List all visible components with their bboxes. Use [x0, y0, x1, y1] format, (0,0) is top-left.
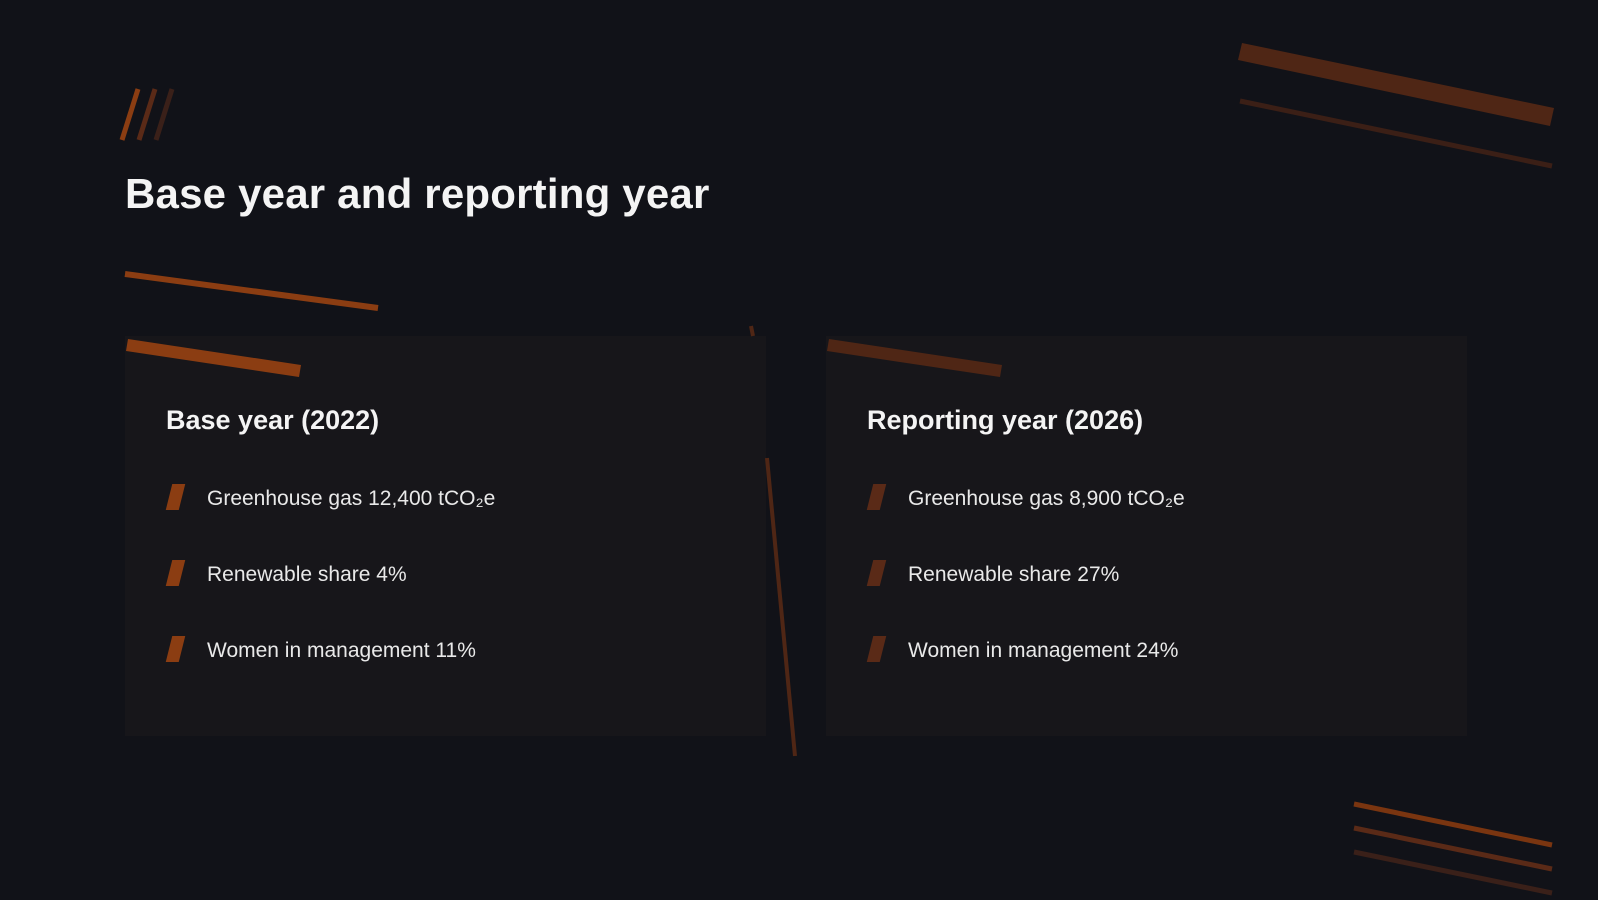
metric-label: Greenhouse gas 8,900 tCO₂e	[908, 487, 1185, 510]
reporting-year-panel: Reporting year (2026) Greenhouse gas 8,9…	[826, 336, 1467, 736]
base-year-panel: Base year (2022) Greenhouse gas 12,400 t…	[125, 336, 766, 736]
list-item: Renewable share 4%	[165, 560, 495, 640]
metric-label: Renewable share 27%	[908, 563, 1120, 586]
list-item: Renewable share 27%	[866, 560, 1185, 640]
list-item: Women in management 24%	[866, 636, 1185, 716]
metric-list: Greenhouse gas 8,900 tCO₂e Renewable sha…	[866, 484, 1185, 716]
list-item: Greenhouse gas 8,900 tCO₂e	[866, 484, 1185, 564]
streak-accent	[1353, 825, 1553, 872]
streak-accent	[1353, 849, 1553, 896]
streak-accent	[1238, 43, 1554, 126]
slash-accent	[153, 88, 175, 141]
metric-label: Greenhouse gas 12,400 tCO₂e	[207, 487, 496, 510]
slash-accent	[136, 88, 158, 141]
metric-label: Renewable share 4%	[207, 563, 407, 586]
streak-accent	[1353, 801, 1553, 848]
panel-accent-bar	[827, 339, 1002, 377]
list-item: Greenhouse gas 12,400 tCO₂e	[165, 484, 496, 564]
divider-streak	[749, 325, 755, 337]
metric-list: Greenhouse gas 12,400 tCO₂e Renewable sh…	[165, 484, 496, 716]
list-item: Women in management 11%	[165, 636, 495, 716]
streak-accent	[1239, 98, 1553, 169]
panel-heading: Base year (2022)	[166, 405, 380, 435]
panel-accent-bar	[126, 339, 301, 377]
title-rule	[124, 271, 379, 311]
metric-label: Women in management 24%	[908, 639, 1179, 662]
metric-label: Women in management 11%	[207, 639, 476, 662]
slash-accent	[119, 88, 141, 141]
panel-heading: Reporting year (2026)	[867, 405, 1144, 435]
divider-streak	[765, 457, 797, 757]
page-title: Base year and reporting year	[125, 170, 710, 217]
